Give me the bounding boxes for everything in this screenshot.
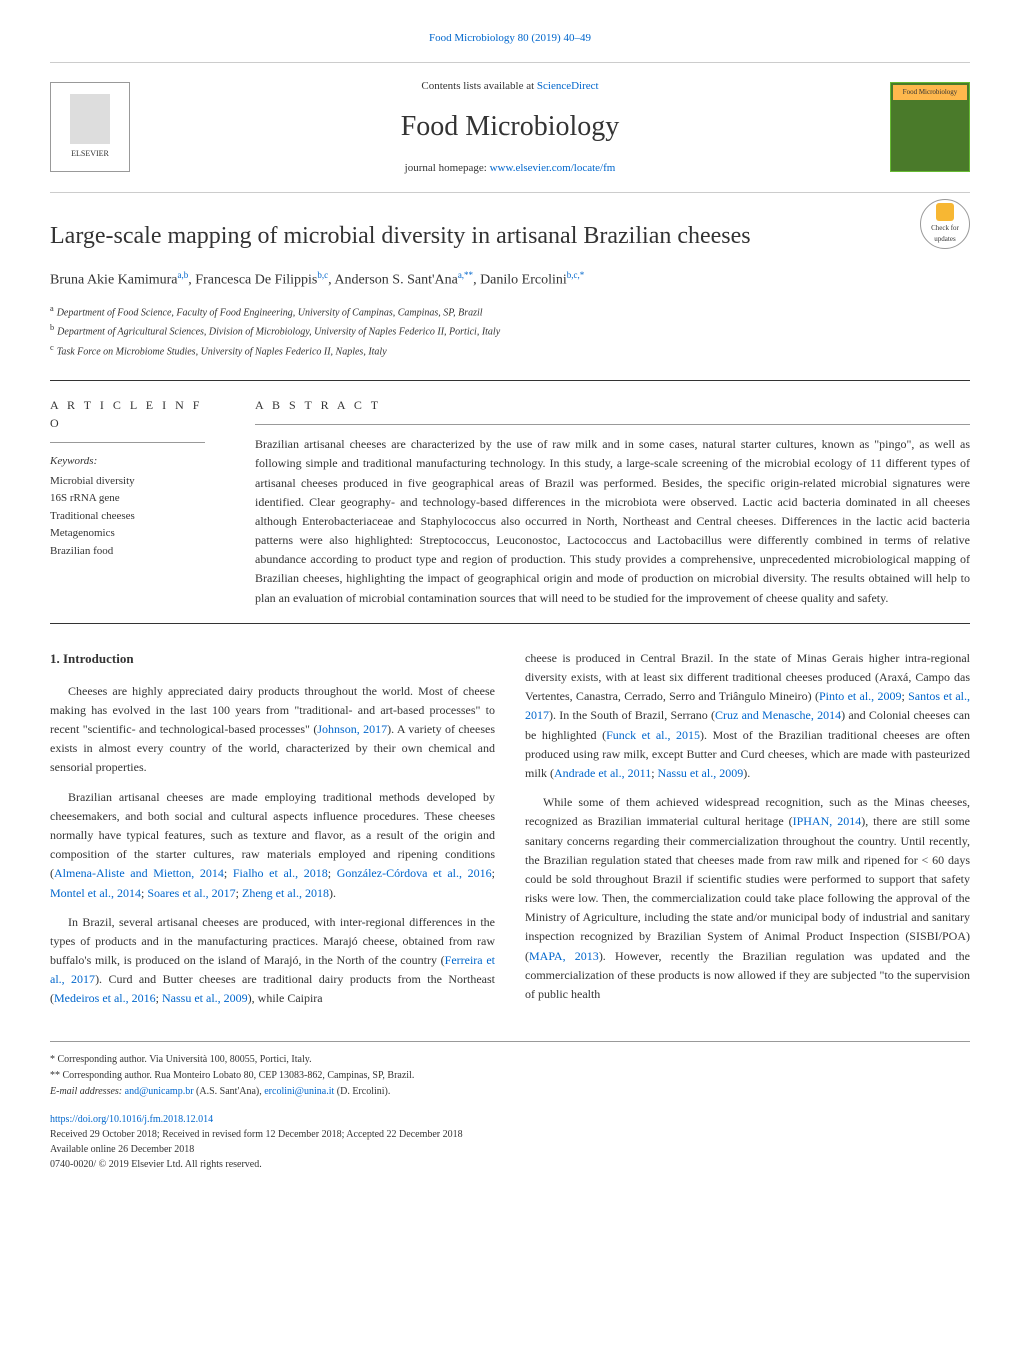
contents-line: Contents lists available at ScienceDirec… — [150, 78, 870, 95]
intro-p2: Brazilian artisanal cheeses are made emp… — [50, 788, 495, 903]
homepage-line: journal homepage: www.elsevier.com/locat… — [150, 160, 870, 177]
citation-header: Food Microbiology 80 (2019) 40–49 — [50, 30, 970, 47]
check-updates-badge[interactable]: Check for updates — [920, 199, 970, 249]
banner-center: Contents lists available at ScienceDirec… — [150, 78, 870, 177]
elsevier-tree-icon — [70, 94, 110, 144]
intro-p1: Cheeses are highly appreciated dairy pro… — [50, 682, 495, 778]
corresponding-authors: * Corresponding author. Via Università 1… — [50, 1041, 970, 1100]
received-line: Received 29 October 2018; Received in re… — [50, 1127, 970, 1142]
authors-line: Bruna Akie Kamimuraa,b, Francesca De Fil… — [50, 269, 970, 291]
intro-heading: 1. Introduction — [50, 649, 495, 670]
publisher-logo: ELSEVIER — [50, 82, 130, 172]
copyright-line: 0740-0020/ © 2019 Elsevier Ltd. All righ… — [50, 1157, 970, 1172]
publisher-name: ELSEVIER — [71, 148, 109, 160]
main-content: 1. Introduction Cheeses are highly appre… — [50, 649, 970, 1017]
keywords-label: Keywords: — [50, 453, 205, 470]
cover-title: Food Microbiology — [893, 85, 967, 100]
intro-p4: cheese is produced in Central Brazil. In… — [525, 649, 970, 783]
doi-line: https://doi.org/10.1016/j.fm.2018.12.014 — [50, 1112, 970, 1127]
sciencedirect-link[interactable]: ScienceDirect — [537, 80, 599, 92]
emails-line: E-mail addresses: and@unicamp.br (A.S. S… — [50, 1084, 970, 1100]
available-line: Available online 26 December 2018 — [50, 1142, 970, 1157]
abstract-label: A B S T R A C T — [255, 396, 970, 414]
keywords-list: Microbial diversity16S rRNA geneTraditio… — [50, 473, 205, 561]
affiliation-b: Department of Agricultural Sciences, Div… — [57, 327, 500, 338]
citation-link[interactable]: Food Microbiology 80 (2019) 40–49 — [429, 32, 591, 44]
affiliation-a: Department of Food Science, Faculty of F… — [57, 307, 483, 318]
email-2[interactable]: ercolini@unina.it — [264, 1086, 334, 1097]
info-abstract-block: A R T I C L E I N F O Keywords: Microbia… — [50, 380, 970, 624]
article-info: A R T I C L E I N F O Keywords: Microbia… — [50, 396, 230, 608]
intro-p5: While some of them achieved widespread r… — [525, 793, 970, 1004]
affiliation-c: Task Force on Microbiome Studies, Univer… — [57, 346, 387, 357]
article-info-label: A R T I C L E I N F O — [50, 396, 205, 432]
homepage-link[interactable]: www.elsevier.com/locate/fm — [490, 162, 616, 174]
check-updates-icon — [936, 203, 954, 221]
journal-banner: ELSEVIER Contents lists available at Sci… — [50, 62, 970, 193]
affiliations: aDepartment of Food Science, Faculty of … — [50, 302, 970, 360]
doi-link[interactable]: https://doi.org/10.1016/j.fm.2018.12.014 — [50, 1114, 213, 1125]
abstract: A B S T R A C T Brazilian artisanal chee… — [230, 396, 970, 608]
email-1[interactable]: and@unicamp.br — [125, 1086, 194, 1097]
corr-2: ** Corresponding author. Rua Monteiro Lo… — [50, 1068, 970, 1084]
abstract-text: Brazilian artisanal cheeses are characte… — [255, 435, 970, 608]
intro-p3: In Brazil, several artisanal cheeses are… — [50, 913, 495, 1009]
journal-name: Food Microbiology — [150, 106, 870, 148]
corr-1: * Corresponding author. Via Università 1… — [50, 1052, 970, 1068]
article-title: Large-scale mapping of microbial diversi… — [50, 218, 970, 254]
journal-cover: Food Microbiology — [890, 82, 970, 172]
